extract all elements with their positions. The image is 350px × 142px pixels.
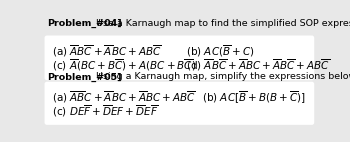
Text: (a) $\overline{A}\overline{B}C + \overline{A}BC + \overline{A}BC + AB\overline{C: (a) $\overline{A}\overline{B}C + \overli… <box>51 89 195 105</box>
FancyBboxPatch shape <box>44 36 314 80</box>
Text: Use a Karnaugh map to find the simplified SOP expression for:: Use a Karnaugh map to find the simplifie… <box>92 19 350 28</box>
FancyBboxPatch shape <box>44 82 314 125</box>
Text: (a) $\overline{A}B\overline{C} + \overline{A}BC + AB\overline{C}$: (a) $\overline{A}B\overline{C} + \overli… <box>51 43 161 59</box>
Text: (b) $AC(\overline{B} + C)$: (b) $AC(\overline{B} + C)$ <box>186 43 254 59</box>
Text: (c) $DE\overline{F} + \overline{D}EF + \overline{D}E\overline{F}$: (c) $DE\overline{F} + \overline{D}EF + \… <box>51 103 158 119</box>
Text: (d) $\overline{A}B\overline{C} + \overline{A}BC + \overline{A}B\overline{C} + AB: (d) $\overline{A}B\overline{C} + \overli… <box>186 57 330 73</box>
Text: Problem_#04]: Problem_#04] <box>48 19 122 28</box>
Text: (c) $\overline{A}(BC + B\overline{C}) + A(BC + B\overline{C})$: (c) $\overline{A}(BC + B\overline{C}) + … <box>51 57 196 73</box>
Text: Problem_#05]: Problem_#05] <box>48 72 122 82</box>
Text: Using a Karnaugh map, simplify the expressions below:: Using a Karnaugh map, simplify the expre… <box>92 72 350 82</box>
Text: (b) $AC[\overline{B} + B(B + \overline{C})]$: (b) $AC[\overline{B} + B(B + \overline{C… <box>202 89 306 106</box>
